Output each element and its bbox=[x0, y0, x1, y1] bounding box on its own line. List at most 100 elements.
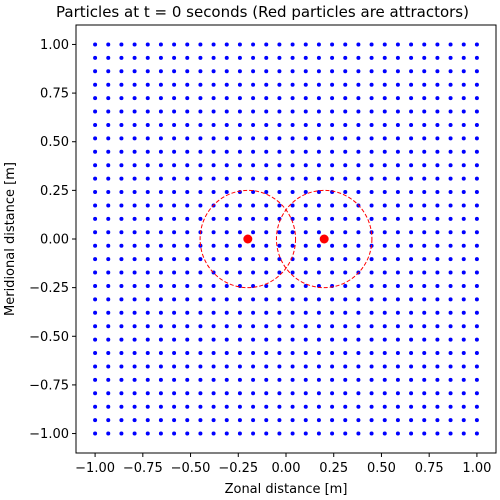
particle-point bbox=[132, 337, 137, 342]
particle-point bbox=[316, 337, 321, 342]
particle-point bbox=[330, 418, 335, 423]
particle-point bbox=[461, 96, 466, 101]
particle-point bbox=[382, 69, 387, 74]
particle-point bbox=[119, 96, 124, 101]
particle-point bbox=[356, 364, 361, 369]
particle-point bbox=[185, 377, 190, 382]
particle-point bbox=[211, 190, 216, 195]
particle-point bbox=[330, 55, 335, 60]
particle-point bbox=[264, 230, 269, 235]
particle-point bbox=[211, 297, 216, 302]
particle-point bbox=[277, 310, 282, 315]
particle-point bbox=[277, 297, 282, 302]
particle-point bbox=[474, 297, 479, 302]
particle-point bbox=[448, 190, 453, 195]
particle-point bbox=[356, 190, 361, 195]
particle-point bbox=[330, 96, 335, 101]
particle-point bbox=[330, 337, 335, 342]
particle-point bbox=[448, 431, 453, 436]
particle-point bbox=[448, 69, 453, 74]
particle-point bbox=[422, 190, 427, 195]
particle-point bbox=[264, 297, 269, 302]
particle-point bbox=[172, 391, 177, 396]
particle-point bbox=[409, 431, 414, 436]
particle-point bbox=[422, 257, 427, 262]
particle-point bbox=[330, 270, 335, 275]
particle-point bbox=[277, 176, 282, 181]
particle-point bbox=[474, 364, 479, 369]
particles-layer bbox=[93, 42, 479, 436]
particle-point bbox=[316, 176, 321, 181]
particle-point bbox=[290, 82, 295, 87]
particle-point bbox=[158, 42, 163, 47]
particle-point bbox=[237, 42, 242, 47]
particle-point bbox=[251, 257, 256, 262]
particle-point bbox=[198, 55, 203, 60]
particle-point bbox=[277, 283, 282, 288]
particle-point bbox=[211, 176, 216, 181]
particle-point bbox=[172, 283, 177, 288]
particle-point bbox=[409, 82, 414, 87]
particle-point bbox=[343, 337, 348, 342]
particle-point bbox=[474, 203, 479, 208]
particle-point bbox=[395, 216, 400, 221]
particle-point bbox=[461, 364, 466, 369]
attractor-influence-circle bbox=[275, 189, 373, 289]
particle-point bbox=[93, 364, 98, 369]
particle-point bbox=[158, 283, 163, 288]
particle-point bbox=[277, 42, 282, 47]
particle-point bbox=[448, 203, 453, 208]
particle-point bbox=[119, 109, 124, 114]
particle-point bbox=[435, 391, 440, 396]
particle-point bbox=[461, 283, 466, 288]
particle-point bbox=[106, 176, 111, 181]
particle-point bbox=[198, 404, 203, 409]
particle-point bbox=[251, 364, 256, 369]
particle-point bbox=[119, 203, 124, 208]
particle-point bbox=[409, 391, 414, 396]
particle-point bbox=[448, 122, 453, 127]
particle-point bbox=[435, 431, 440, 436]
particle-point bbox=[277, 203, 282, 208]
particle-point bbox=[211, 163, 216, 168]
particle-point bbox=[264, 176, 269, 181]
x-tick-label: 0.00 bbox=[272, 461, 301, 476]
particle-point bbox=[224, 190, 229, 195]
particle-point bbox=[422, 324, 427, 329]
particle-point bbox=[395, 122, 400, 127]
particle-point bbox=[474, 69, 479, 74]
particle-point bbox=[461, 109, 466, 114]
particle-point bbox=[145, 310, 150, 315]
particle-point bbox=[461, 297, 466, 302]
particle-point bbox=[224, 418, 229, 423]
particle-point bbox=[303, 203, 308, 208]
particle-point bbox=[264, 351, 269, 356]
particle-point bbox=[343, 96, 348, 101]
particle-point bbox=[303, 216, 308, 221]
particle-point bbox=[132, 216, 137, 221]
particle-point bbox=[198, 190, 203, 195]
particle-point bbox=[395, 391, 400, 396]
particle-point bbox=[369, 391, 374, 396]
particle-point bbox=[356, 377, 361, 382]
particle-point bbox=[290, 364, 295, 369]
particle-point bbox=[224, 391, 229, 396]
particle-point bbox=[132, 297, 137, 302]
particle-point bbox=[132, 230, 137, 235]
particle-point bbox=[224, 109, 229, 114]
particle-point bbox=[316, 42, 321, 47]
chart-title: Particles at t = 0 seconds (Red particle… bbox=[56, 3, 469, 21]
particle-point bbox=[106, 109, 111, 114]
particle-point bbox=[369, 55, 374, 60]
particle-point bbox=[93, 122, 98, 127]
particle-point bbox=[290, 216, 295, 221]
particle-point bbox=[448, 297, 453, 302]
particle-point bbox=[158, 431, 163, 436]
particle-point bbox=[448, 404, 453, 409]
particle-point bbox=[158, 243, 163, 248]
particle-point bbox=[303, 418, 308, 423]
particle-point bbox=[409, 190, 414, 195]
particle-point bbox=[251, 122, 256, 127]
particle-point bbox=[185, 283, 190, 288]
particle-point bbox=[369, 69, 374, 74]
